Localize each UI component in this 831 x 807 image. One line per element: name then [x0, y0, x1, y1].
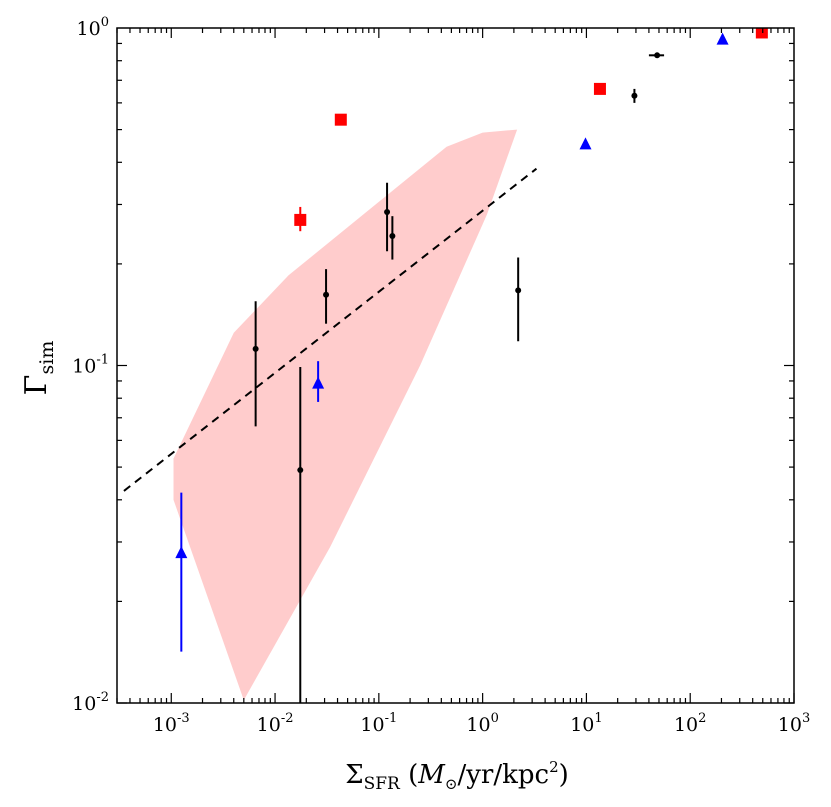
x-tick-label-base: 10: [360, 714, 384, 736]
x-axis-label: ΣSFR (M⊙/yr/kpc2): [345, 758, 569, 794]
data-point-circle-5: [515, 257, 522, 342]
data-point-square-1: [334, 113, 347, 126]
marker-circle: [252, 345, 259, 352]
axis-ticks: [116, 28, 795, 704]
y-tick-label-base: 10: [72, 693, 96, 715]
x-tick-label-exponent: -1: [385, 711, 398, 726]
x-label-unit-mid: /yr/kpc: [457, 760, 549, 790]
data-point-triangle-2: [579, 137, 592, 150]
shaded-region: [173, 129, 518, 701]
y-tick-label: 10-1: [72, 353, 109, 378]
data-point-square-0: [294, 206, 307, 232]
marker-circle: [631, 92, 638, 99]
data-points-layer: [175, 28, 768, 703]
data-point-square-3: [755, 28, 768, 39]
x-tick-label: 100: [466, 711, 498, 736]
x-tick-label-exponent: 2: [698, 711, 706, 726]
marker-square: [334, 113, 347, 126]
data-point-triangle-3: [716, 32, 729, 45]
x-tick-label-base: 10: [570, 714, 594, 736]
marker-circle: [297, 467, 304, 474]
y-axis-label: Γsim: [19, 341, 58, 396]
data-point-circle-6: [631, 88, 638, 103]
x-tick-label-base: 10: [153, 714, 177, 736]
x-label-symbol: Σ: [345, 760, 363, 790]
fit-line-layer: [123, 167, 538, 492]
y-tick-label: 100: [77, 15, 109, 40]
x-label-unit-close: ): [559, 760, 569, 790]
x-label-unit-mass: M: [417, 760, 446, 790]
marker-triangle: [716, 32, 729, 45]
data-point-circle-2: [323, 269, 330, 324]
marker-square: [593, 82, 606, 95]
y-tick-label: 10-2: [72, 690, 109, 715]
x-tick-label-base: 10: [778, 714, 802, 736]
y-tick-label-exponent: 0: [101, 15, 109, 30]
marker-circle: [515, 287, 522, 294]
x-tick-label: 10-2: [257, 711, 294, 736]
data-point-circle-3: [384, 182, 391, 252]
marker-circle: [389, 232, 396, 239]
x-tick-label-exponent: 3: [802, 711, 810, 726]
marker-square: [755, 28, 768, 39]
marker-circle: [384, 208, 391, 215]
marker-circle: [654, 52, 661, 59]
x-tick-label-exponent: 1: [594, 711, 602, 726]
marker-triangle: [579, 137, 592, 150]
x-tick-label-exponent: -2: [281, 711, 294, 726]
x-tick-label: 101: [570, 711, 602, 736]
x-tick-label: 10-1: [360, 711, 397, 736]
data-point-triangle-1: [312, 361, 325, 402]
x-tick-label-base: 10: [466, 714, 490, 736]
data-point-circle-7: [648, 52, 665, 59]
y-tick-label-exponent: -2: [96, 690, 109, 705]
y-label-subscript: sim: [36, 341, 58, 375]
y-tick-label-exponent: -1: [96, 353, 109, 368]
data-point-circle-0: [252, 301, 259, 427]
fit-line: [123, 167, 538, 492]
y-tick-label-base: 10: [72, 356, 96, 378]
y-label-symbol: Γ: [19, 375, 54, 396]
x-tick-label: 103: [778, 711, 810, 736]
data-point-circle-1: [297, 366, 304, 703]
x-label-unit-sup: 2: [549, 758, 559, 776]
data-point-triangle-0: [175, 492, 188, 652]
x-label-unit-sun: ⊙: [445, 775, 458, 793]
x-tick-label-exponent: -3: [177, 711, 190, 726]
marker-triangle: [175, 546, 188, 559]
marker-triangle: [312, 376, 325, 389]
x-label-subscript: SFR: [364, 774, 401, 794]
x-tick-label: 10-3: [153, 711, 190, 736]
x-tick-label: 102: [674, 711, 706, 736]
marker-square: [294, 213, 307, 226]
x-tick-label-exponent: 0: [491, 711, 499, 726]
x-tick-label-base: 10: [257, 714, 281, 736]
marker-circle: [323, 291, 330, 298]
data-point-square-2: [593, 82, 606, 95]
x-label-unit-open: (: [400, 760, 418, 790]
shaded-region-layer: [173, 129, 518, 701]
x-tick-label-base: 10: [674, 714, 698, 736]
data-point-circle-4: [389, 216, 396, 260]
y-tick-label-base: 10: [77, 18, 101, 40]
